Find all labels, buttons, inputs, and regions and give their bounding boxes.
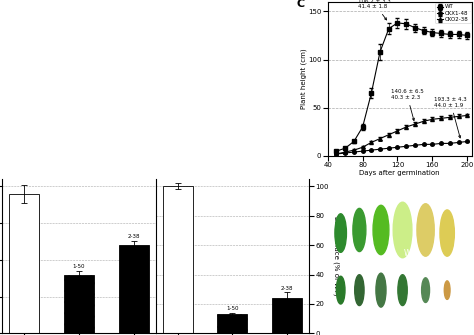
Text: 2-38: 2-38 xyxy=(128,234,140,239)
Text: 1-50: 1-50 xyxy=(226,306,238,311)
Bar xyxy=(217,314,247,333)
Bar xyxy=(9,194,39,333)
Text: WT: WT xyxy=(404,249,416,258)
Text: AtCKX2: AtCKX2 xyxy=(57,138,86,147)
Text: 1-50: 1-50 xyxy=(73,264,85,269)
Ellipse shape xyxy=(376,273,386,307)
Ellipse shape xyxy=(440,210,455,256)
Text: C: C xyxy=(296,0,304,9)
Text: 193.3 ± 4.3
44.0 ± 1.9: 193.3 ± 4.3 44.0 ± 1.9 xyxy=(434,97,467,138)
Text: WT: WT xyxy=(65,63,78,72)
Text: AtCKX1: AtCKX1 xyxy=(385,311,414,320)
Text: 2-38: 2-38 xyxy=(281,286,293,291)
Text: WT: WT xyxy=(185,145,197,151)
Ellipse shape xyxy=(393,202,412,258)
Ellipse shape xyxy=(355,275,364,306)
Ellipse shape xyxy=(337,276,345,304)
X-axis label: Days after germination: Days after germination xyxy=(359,170,440,176)
Bar xyxy=(272,298,302,333)
Text: 106.2 ± 3.3
41.4 ± 1.8: 106.2 ± 3.3 41.4 ± 1.8 xyxy=(358,0,391,20)
Ellipse shape xyxy=(444,281,450,299)
Text: 140.6 ± 6.5
40.3 ± 2.3: 140.6 ± 6.5 40.3 ± 2.3 xyxy=(391,89,423,121)
Bar xyxy=(118,245,149,333)
Text: AtCKX2: AtCKX2 xyxy=(270,145,296,151)
Ellipse shape xyxy=(373,205,389,255)
Text: A: A xyxy=(8,6,17,16)
Text: E: E xyxy=(334,184,341,194)
Ellipse shape xyxy=(353,208,366,252)
Ellipse shape xyxy=(417,204,434,256)
Bar xyxy=(64,275,94,333)
Bar xyxy=(163,186,193,333)
Ellipse shape xyxy=(335,214,346,252)
Text: AtCKX1: AtCKX1 xyxy=(224,145,250,151)
Y-axis label: Leaf surface (% of WT): Leaf surface (% of WT) xyxy=(333,216,340,296)
Legend: WT, CKX1-48, CKO2-38: WT, CKX1-48, CKO2-38 xyxy=(435,3,471,23)
Y-axis label: Plant height (cm): Plant height (cm) xyxy=(300,49,307,109)
Text: AtCKX1: AtCKX1 xyxy=(43,98,72,107)
Ellipse shape xyxy=(398,275,407,306)
Ellipse shape xyxy=(421,278,429,303)
Text: B: B xyxy=(171,6,179,16)
